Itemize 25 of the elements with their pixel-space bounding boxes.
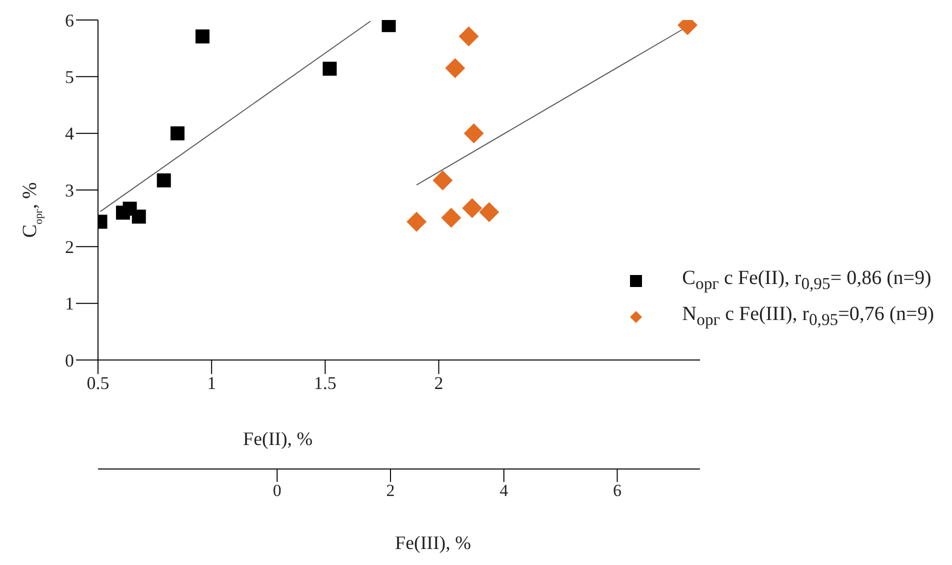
- point: [382, 20, 396, 32]
- point: [156, 173, 171, 188]
- x2-tick-label: 0: [272, 481, 282, 500]
- point: [322, 62, 337, 76]
- x-axis-title: Fe(II), %: [243, 429, 313, 450]
- x-tick-label: 1: [207, 372, 216, 393]
- legend-label: N$_{орг}$ с Fe(III), r$_{0,95}$=0,76 (n=9): [682, 302, 934, 331]
- x-tick-label: 1.5: [314, 372, 336, 393]
- y-tick-label: 2: [65, 237, 74, 258]
- point: [196, 29, 210, 44]
- y-tick-label: 1: [65, 294, 74, 314]
- y-tick-label: 5: [65, 67, 74, 88]
- y-tick-label: 3: [65, 180, 74, 200]
- x-tick-label: 2: [434, 372, 444, 393]
- legend-label: C$_{орг}$ с Fe(II), r$_{0,95}$= 0,86 (n=9): [682, 266, 932, 295]
- point: [132, 210, 146, 224]
- x2-tick-label: 4: [500, 481, 509, 500]
- x-tick-label: 0.5: [86, 372, 110, 393]
- x2-axis-title: Fe(III), %: [395, 533, 472, 554]
- y-tick-label: 4: [65, 124, 74, 144]
- y-tick-label: 6: [65, 10, 74, 30]
- x2-tick-label: 6: [612, 481, 622, 500]
- point: [170, 126, 185, 140]
- y-tick-label: 0: [65, 350, 74, 370]
- x2-tick-label: 2: [386, 481, 395, 500]
